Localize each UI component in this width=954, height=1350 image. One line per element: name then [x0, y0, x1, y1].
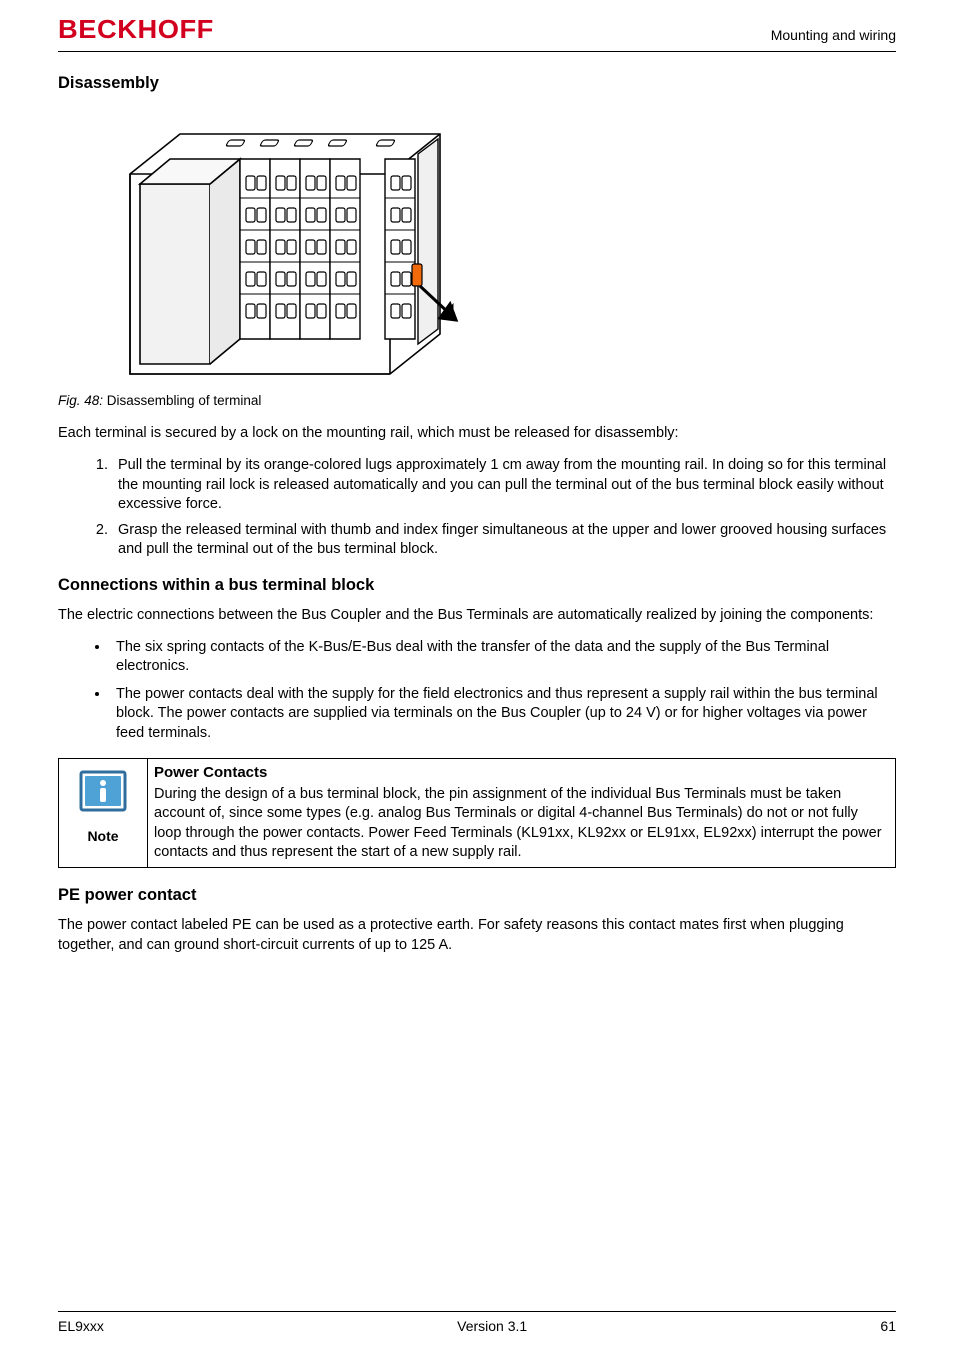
- disassembly-heading: Disassembly: [58, 72, 896, 94]
- disassembly-intro: Each terminal is secured by a lock on th…: [58, 424, 896, 444]
- figure-48-caption: Fig. 48: Disassembling of terminal: [58, 392, 896, 410]
- note-body: During the design of a bus terminal bloc…: [154, 785, 889, 863]
- figure-48-label: Fig. 48:: [58, 393, 103, 408]
- disassembly-step-1: Pull the terminal by its orange-colored …: [112, 456, 896, 515]
- page-footer: EL9xxx Version 3.1 61: [0, 1311, 954, 1334]
- note-label: Note: [65, 827, 141, 846]
- connections-heading: Connections within a bus terminal block: [58, 574, 896, 596]
- pe-heading: PE power contact: [58, 884, 896, 906]
- note-icon-cell: Note: [59, 758, 148, 868]
- connections-bullets: The six spring contacts of the K-Bus/E-B…: [58, 638, 896, 744]
- figure-48-image: [100, 104, 480, 384]
- brand-logo: BECKHOFF: [58, 14, 214, 45]
- footer-divider: [58, 1311, 896, 1312]
- connections-bullet-2: The power contacts deal with the supply …: [110, 685, 896, 744]
- note-box: Note Power Contacts During the design of…: [58, 758, 896, 869]
- page-content: Disassembly: [0, 52, 954, 955]
- info-icon: [78, 769, 128, 813]
- disassembly-step-2: Grasp the released terminal with thumb a…: [112, 521, 896, 560]
- figure-48-text: Disassembling of terminal: [103, 393, 261, 408]
- connections-bullet-1: The six spring contacts of the K-Bus/E-B…: [110, 638, 896, 677]
- connections-intro: The electric connections between the Bus…: [58, 606, 896, 626]
- pe-body: The power contact labeled PE can be used…: [58, 916, 896, 955]
- footer-left: EL9xxx: [58, 1318, 104, 1334]
- footer-center: Version 3.1: [457, 1318, 527, 1334]
- note-title: Power Contacts: [154, 763, 889, 783]
- header-section: Mounting and wiring: [771, 27, 896, 45]
- footer-right: 61: [880, 1318, 896, 1334]
- note-body-cell: Power Contacts During the design of a bu…: [148, 758, 896, 868]
- disassembly-steps: Pull the terminal by its orange-colored …: [58, 456, 896, 560]
